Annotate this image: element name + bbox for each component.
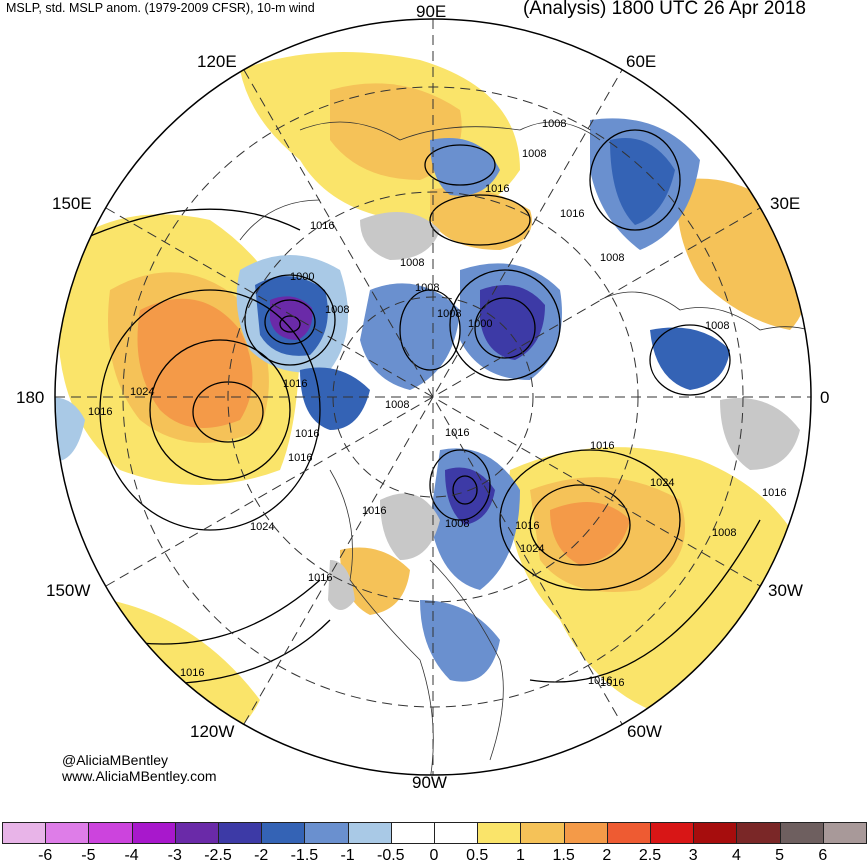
isobar-label: 1016 [515, 520, 540, 532]
colorbar-label: -2 [254, 847, 269, 864]
map-field [55, 19, 811, 775]
isobar-label: 1016 [590, 440, 615, 452]
lon-label-90e: 90E [416, 2, 447, 21]
credit-handle: @AliciaMBentley [62, 752, 169, 768]
lon-label-60e: 60E [626, 52, 657, 71]
lon-label-30w: 30W [768, 581, 803, 600]
lon-label-180: 180 [16, 388, 45, 407]
credit-website: www.AliciaMBentley.com [62, 768, 217, 784]
colorbar-label: 6 [818, 847, 828, 864]
lon-label-120e: 120E [197, 52, 237, 71]
isobar-label: 1016 [362, 505, 387, 517]
colorbar-swatch [218, 822, 263, 844]
colorbar-swatch [477, 822, 522, 844]
lon-label-90w: 90W [412, 773, 447, 792]
colorbar-label: -1.5 [290, 847, 319, 864]
isobar-label: 1008 [437, 308, 462, 320]
isobar-label: 1016 [88, 406, 113, 418]
isobar-label: 1008 [325, 304, 350, 316]
colorbar-label: 2 [602, 847, 612, 864]
colorbar-label: 5 [775, 847, 785, 864]
colorbar-swatch [434, 822, 479, 844]
colorbar-label: -1 [340, 847, 355, 864]
isobar-label: 1016 [588, 675, 613, 687]
map-title-left: MSLP, std. MSLP anom. (1979-2009 CFSR), … [6, 1, 315, 15]
lon-label-120w: 120W [190, 722, 235, 741]
isobar-label: 1008 [600, 252, 625, 264]
colorbar-swatch [390, 822, 435, 844]
isobar-label: 1000 [290, 271, 315, 283]
isobar-label: 1008 [712, 527, 737, 539]
isobar-label: 1008 [385, 399, 410, 411]
map-title-right: (Analysis) 1800 UTC 26 Apr 2018 [522, 0, 806, 19]
isobars [59, 129, 761, 685]
isobar-label: 1016 [310, 220, 335, 232]
colorbar-swatch [261, 822, 306, 844]
lon-label-60w: 60W [627, 722, 662, 741]
colorbar-label: -3 [167, 847, 182, 864]
colorbar-swatch [736, 822, 781, 844]
isobar-label: 1008 [415, 282, 440, 294]
colorbar-swatch [693, 822, 738, 844]
colorbar-label: 1.5 [552, 847, 575, 864]
isobar-label: 1016 [485, 183, 510, 195]
isobar-label: 1024 [250, 521, 275, 533]
colorbar-swatch [650, 822, 695, 844]
isobar-label: 1024 [650, 477, 675, 489]
isobar-label: 1016 [180, 667, 205, 679]
isobar-label: 1016 [295, 428, 320, 440]
colorbar-swatch [88, 822, 133, 844]
isobar-label: 1024 [130, 386, 155, 398]
map-boundary [54, 18, 812, 776]
colorbar-swatch [45, 822, 90, 844]
isobar-label: 1016 [600, 677, 625, 689]
colorbar-label: -4 [124, 847, 139, 864]
colorbar-swatch [563, 822, 608, 844]
colorbar-label: 3 [688, 847, 698, 864]
lon-label-0: 0 [820, 388, 830, 407]
colorbar-label: -5 [81, 847, 96, 864]
polar-stereographic-map [54, 18, 812, 776]
land-gray [328, 212, 800, 610]
lon-label-30e: 30E [770, 194, 801, 213]
colorbar-label: -6 [38, 847, 53, 864]
isobar-label: 1008 [445, 518, 470, 530]
lon-label-150e: 150E [52, 194, 92, 213]
colorbar-swatch [606, 822, 651, 844]
isobar-label: 1008 [522, 148, 547, 160]
colorbar-swatch [347, 822, 392, 844]
colorbar-label: 2.5 [638, 847, 662, 864]
lon-label-150w: 150W [46, 581, 91, 600]
colorbar-swatch [520, 822, 565, 844]
isobar-label: 1024 [520, 543, 545, 555]
graticule [55, 19, 811, 775]
isobar-label: 1008 [400, 257, 425, 269]
colorbar-swatch [822, 822, 867, 844]
colorbar-label: -2.5 [204, 847, 232, 864]
isobar-label: 1016 [762, 487, 787, 499]
anomaly-colorbar: -6 -5 -4 -3 -2.5 -2 -1.5 -1 -0.5 0 0.5 1 1.5 2 2.5 3 4 5 6 [2, 822, 867, 865]
colorbar-label: 0.5 [466, 847, 489, 864]
isobar-label: 1008 [542, 118, 567, 130]
colorbar-label: 4 [731, 847, 741, 864]
colorbar-swatch [304, 822, 349, 844]
isobar-label: 1016 [288, 452, 313, 464]
isobar-label: 1008 [705, 320, 730, 332]
colorbar-label: 0 [429, 847, 439, 864]
isobar-label: 1016 [283, 378, 308, 390]
colorbar-swatch [2, 822, 47, 844]
isobar-label: 1016 [308, 572, 333, 584]
isobar-label: 1016 [445, 427, 470, 439]
colorbar-label: -0.5 [377, 847, 405, 864]
isobar-label: 1000 [468, 318, 493, 330]
colorbar-swatch [779, 822, 824, 844]
isobar-label: 1016 [560, 208, 585, 220]
colorbar-label: 1 [515, 847, 525, 864]
colorbar-swatch [174, 822, 219, 844]
colorbar-swatch [131, 822, 176, 844]
